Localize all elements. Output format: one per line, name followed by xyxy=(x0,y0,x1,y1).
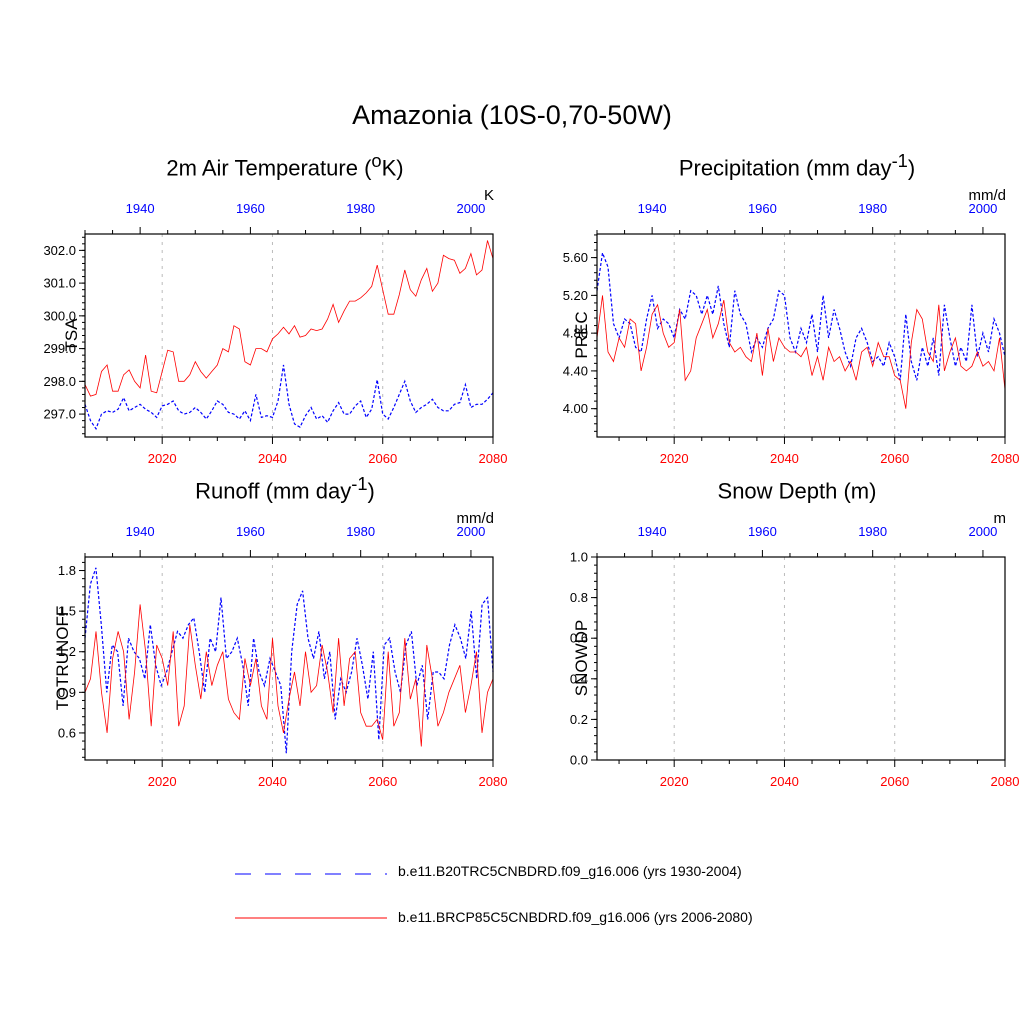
panel-title-sup: -1 xyxy=(351,473,368,494)
x-top-tick-label: 1960 xyxy=(236,524,265,539)
x-bottom-tick-label: 2020 xyxy=(660,774,689,789)
x-bottom-tick-label: 2060 xyxy=(368,774,397,789)
units-label: mm/d xyxy=(968,187,1007,204)
chart-svg: 0.6 0.9 1.2 1.5 1.8 2020 2040 2060 2080 1940 1960 1… xyxy=(58,524,508,789)
y-tick-label: 1.8 xyxy=(58,563,76,578)
x-bottom-tick-label: 2080 xyxy=(991,774,1020,789)
page-title: Amazonia (10S-0,70-50W) xyxy=(352,100,672,130)
y-tick-label: 1.0 xyxy=(570,550,588,565)
y-tick-label: 301.0 xyxy=(43,276,76,291)
y-tick-label: 0.4 xyxy=(570,671,588,686)
y-tick-label: 299.0 xyxy=(43,341,76,356)
panel-title-tail: ) xyxy=(907,155,916,181)
panel-title: Precipitation (mm day-1) xyxy=(587,150,1007,181)
plot-frame xyxy=(596,556,1006,761)
x-bottom-tick-label: 2040 xyxy=(258,451,287,466)
y-tick-label: 300.0 xyxy=(43,308,76,323)
y-tick-label: 0.6 xyxy=(58,725,76,740)
x-bottom-tick-label: 2060 xyxy=(880,451,909,466)
chart-svg: 0.0 0.2 0.4 0.6 0.8 1.0 2020 2040 2060 2080 1940 19… xyxy=(570,524,1020,789)
x-bottom-tick-label: 2040 xyxy=(258,774,287,789)
y-tick-label: 1.5 xyxy=(58,604,76,619)
x-top-tick-label: 1980 xyxy=(858,524,887,539)
x-top-tick-label: 1960 xyxy=(236,201,265,216)
x-top-tick-label: 1940 xyxy=(638,524,667,539)
plot-frame xyxy=(596,233,1006,438)
y-tick-label: 5.20 xyxy=(563,288,588,303)
y-tick-label: 4.00 xyxy=(563,401,588,416)
series-line-exp xyxy=(84,240,494,397)
chart-svg: 297.0 298.0 299.0 300.0 301.0 302.0 2020 2040 20… xyxy=(43,201,507,466)
panel-title: Snow Depth (m) xyxy=(587,473,1007,504)
panel-title: 2m Air Temperature (oK) xyxy=(75,150,495,181)
units-label: mm/d xyxy=(456,510,495,527)
y-tick-label: 5.60 xyxy=(563,250,588,265)
x-bottom-tick-label: 2020 xyxy=(148,451,177,466)
x-top-tick-label: 1980 xyxy=(346,201,375,216)
y-tick-label: 4.80 xyxy=(563,326,588,341)
y-tick-label: 298.0 xyxy=(43,374,76,389)
panel-snow-depth: Snow Depth (m) m SNOWDP 0.0 0.2 0.4 0.6 0.8 1… xyxy=(570,473,1020,789)
y-tick-label: 0.6 xyxy=(570,631,588,646)
units-label: K xyxy=(483,187,494,204)
x-bottom-tick-label: 2080 xyxy=(991,451,1020,466)
x-top-tick-label: 1980 xyxy=(858,201,887,216)
panel-title-main: Precipitation (mm day xyxy=(678,155,892,181)
x-bottom-tick-label: 2020 xyxy=(148,774,177,789)
x-top-tick-label: 2000 xyxy=(968,524,997,539)
x-bottom-tick-label: 2040 xyxy=(770,451,799,466)
panel-precipitation: Precipitation (mm day-1) mm/d PREC 4.00 4… xyxy=(563,150,1020,466)
panel-title: Runoff (mm day-1) xyxy=(75,473,495,504)
panel-title-tail: ) xyxy=(367,478,375,504)
x-top-tick-label: 1960 xyxy=(748,524,777,539)
x-bottom-tick-label: 2060 xyxy=(368,451,397,466)
y-tick-label: 0.8 xyxy=(570,590,588,605)
panel-title-main: 2m Air Temperature ( xyxy=(166,155,372,181)
plot-frame xyxy=(84,233,494,438)
y-tick-label: 302.0 xyxy=(43,243,76,258)
y-tick-label: 297.0 xyxy=(43,407,76,422)
legend-swatch-exp xyxy=(235,917,387,919)
panel-title-sup: o xyxy=(371,150,382,171)
panel-title-tail: K) xyxy=(381,155,404,181)
y-tick-label: 1.2 xyxy=(58,644,76,659)
panel-title-main: Snow Depth (m) xyxy=(717,478,877,504)
legend-label-ref: b.e11.B20TRC5CNBDRD.f09_g16.006 (yrs 193… xyxy=(398,863,742,879)
x-top-tick-label: 2000 xyxy=(968,201,997,216)
series-line-exp xyxy=(596,295,1006,409)
series-line-ref xyxy=(596,250,1006,381)
x-bottom-tick-label: 2080 xyxy=(479,451,508,466)
y-tick-label: 4.40 xyxy=(563,363,588,378)
units-label: m xyxy=(993,510,1007,527)
series-line-exp xyxy=(84,604,494,747)
panel-title-main: Runoff (mm day xyxy=(195,478,352,504)
panel-title-sup: -1 xyxy=(891,150,908,171)
panel-air-temperature: 2m Air Temperature (oK) K TSA 297.0 298.0… xyxy=(43,150,507,466)
x-bottom-tick-label: 2040 xyxy=(770,774,799,789)
x-top-tick-label: 1940 xyxy=(638,201,667,216)
series-line-ref xyxy=(84,364,494,431)
x-bottom-tick-label: 2020 xyxy=(660,451,689,466)
legend-item-exp: b.e11.BRCP85C5CNBDRD.f09_g16.006 (yrs 20… xyxy=(235,909,935,939)
chart-svg: 4.00 4.40 4.80 5.20 5.60 2020 2040 2060 2080 1940… xyxy=(563,201,1020,466)
x-top-tick-label: 2000 xyxy=(456,201,485,216)
x-bottom-tick-label: 2080 xyxy=(479,774,508,789)
x-bottom-tick-label: 2060 xyxy=(880,774,909,789)
plot-frame xyxy=(84,556,494,761)
legend-swatch-ref xyxy=(235,873,387,875)
legend-item-ref: b.e11.B20TRC5CNBDRD.f09_g16.006 (yrs 193… xyxy=(235,863,935,893)
x-top-tick-label: 1960 xyxy=(748,201,777,216)
y-tick-label: 0.9 xyxy=(58,685,76,700)
legend-label-exp: b.e11.BRCP85C5CNBDRD.f09_g16.006 (yrs 20… xyxy=(398,909,753,925)
x-top-tick-label: 1940 xyxy=(126,524,155,539)
panel-runoff: Runoff (mm day-1) mm/d TOTRUNOFF 0.6 0.9 1… xyxy=(53,473,507,789)
x-top-tick-label: 2000 xyxy=(456,524,485,539)
y-tick-label: 0.2 xyxy=(570,712,588,727)
x-top-tick-label: 1980 xyxy=(346,524,375,539)
x-top-tick-label: 1940 xyxy=(126,201,155,216)
y-tick-label: 0.0 xyxy=(570,753,588,768)
